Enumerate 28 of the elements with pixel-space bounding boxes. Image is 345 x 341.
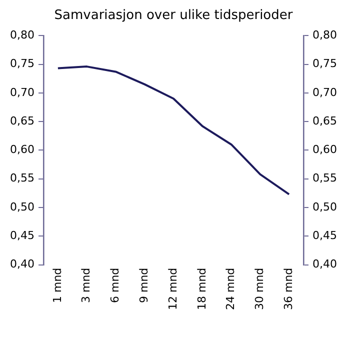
y-tick-label: 0,65 <box>10 114 34 128</box>
x-tick-label: 3 mnd <box>80 268 93 304</box>
y2-tick-label: 0,60 <box>312 143 338 156</box>
y2-tick-label: 0,50 <box>312 200 338 214</box>
x-tick-label: 12 mnd <box>166 268 180 310</box>
y-tick-label: 0,60 <box>10 143 34 156</box>
y-tick-label: 0,40 <box>10 258 34 271</box>
y2-tick-label: 0,80 <box>312 28 338 42</box>
y-tick-label: 0,45 <box>10 229 34 242</box>
x-tick-label: 6 mnd <box>108 268 122 304</box>
y2-tick-label: 0,65 <box>312 114 338 128</box>
x-tick-label: 30 mnd <box>253 268 266 310</box>
x-tick-label: 24 mnd <box>224 268 238 310</box>
y-tick-label: 0,75 <box>10 57 34 70</box>
y2-tick-label: 0,40 <box>312 258 338 271</box>
y2-tick-label: 0,70 <box>312 86 338 99</box>
x-tick-label: 1 mnd <box>50 268 64 304</box>
x-tick-label: 36 mnd <box>282 268 295 310</box>
y2-tick-label: 0,55 <box>312 172 338 185</box>
y-tick-label: 0,55 <box>10 172 34 185</box>
x-tick-label: 9 mnd <box>137 268 150 304</box>
x-tick-label: 18 mnd <box>195 268 208 310</box>
chart-title: Samvariasjon over ulike tidsperioder <box>54 8 294 24</box>
y-tick-label: 0,70 <box>10 86 34 99</box>
y-tick-label: 0,50 <box>10 200 34 214</box>
y-tick-label: 0,80 <box>10 28 34 42</box>
y2-tick-label: 0,75 <box>312 57 338 70</box>
y2-tick-label: 0,45 <box>312 229 338 242</box>
